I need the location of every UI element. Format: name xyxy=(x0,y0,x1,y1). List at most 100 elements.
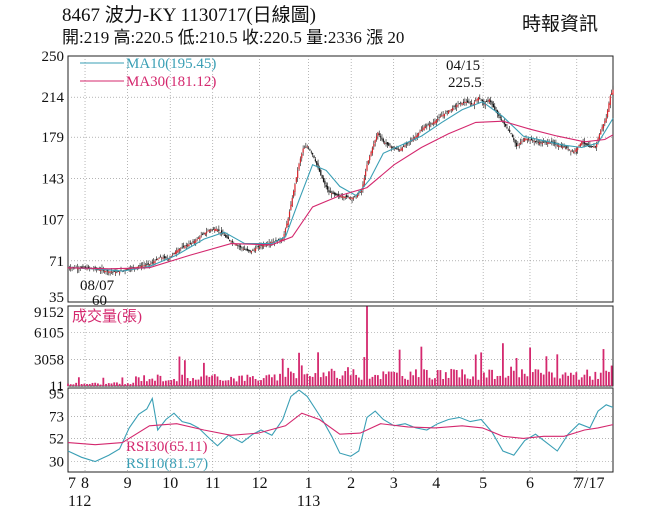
volume-bar xyxy=(366,306,368,386)
candle-body xyxy=(307,147,310,149)
candle-body xyxy=(481,99,484,103)
candle-body xyxy=(87,266,89,269)
volume-bar xyxy=(485,377,488,386)
volume-bar xyxy=(102,377,105,386)
volume-bar xyxy=(311,376,314,386)
candle-body xyxy=(549,142,552,144)
candle-body xyxy=(609,96,611,106)
candle-body xyxy=(80,267,83,268)
candle-body xyxy=(303,147,306,149)
candle-body xyxy=(148,264,151,266)
candle-body xyxy=(465,102,467,103)
volume-bar xyxy=(265,375,268,386)
volume-bar xyxy=(262,378,265,386)
candle-body xyxy=(408,141,410,143)
candle-body xyxy=(240,245,242,248)
volume-bar xyxy=(559,378,561,386)
candle-body xyxy=(394,148,397,150)
candle-body xyxy=(218,229,220,232)
candle-body xyxy=(579,143,581,147)
candle-body xyxy=(193,241,195,244)
candle-body xyxy=(556,145,558,147)
volume-bar xyxy=(357,377,360,386)
candle-body xyxy=(105,271,107,272)
volume-tick-label: 6105 xyxy=(34,326,64,342)
candle-body xyxy=(306,146,308,148)
candle-body xyxy=(446,111,448,112)
volume-tick-label: 9152 xyxy=(34,305,64,321)
candle-body xyxy=(165,256,167,259)
volume-bar xyxy=(328,371,330,386)
volume-bar xyxy=(404,378,406,386)
candle-body xyxy=(480,99,482,101)
candle-body xyxy=(114,272,117,274)
candle-body xyxy=(533,141,535,142)
volume-bar xyxy=(507,375,510,386)
volume-bar xyxy=(496,376,499,386)
candle-body xyxy=(335,192,337,196)
volume-bar xyxy=(227,380,230,386)
candle-body xyxy=(423,126,425,131)
volume-bar xyxy=(504,377,507,386)
volume-bar xyxy=(499,375,502,386)
candle-body xyxy=(404,145,406,147)
candle-body xyxy=(163,256,166,258)
volume-bar xyxy=(420,346,423,386)
candle-body xyxy=(271,242,273,244)
candle-body xyxy=(360,191,363,193)
candle-body xyxy=(212,228,215,230)
ma10-line xyxy=(67,101,614,272)
candle-body xyxy=(259,246,261,249)
volume-bar xyxy=(605,370,608,386)
candle-body xyxy=(439,116,441,118)
volume-bar xyxy=(542,374,545,386)
candle-body xyxy=(594,146,596,148)
candle-body xyxy=(608,103,610,112)
candle-body xyxy=(389,146,391,148)
high-value-annotation: 225.5 xyxy=(448,75,482,91)
candle-body xyxy=(456,105,458,108)
volume-bar xyxy=(491,369,493,386)
candle-body xyxy=(487,100,489,102)
candle-body xyxy=(313,155,315,158)
candle-body xyxy=(462,101,465,103)
candle-body xyxy=(596,142,598,148)
volume-bar xyxy=(578,379,580,386)
candle-body xyxy=(386,142,388,145)
candle-body xyxy=(144,265,147,266)
candle-body xyxy=(589,144,591,148)
candle-body xyxy=(358,193,360,195)
volume-bar xyxy=(469,379,472,386)
candle-body xyxy=(443,113,446,117)
candle-body xyxy=(197,237,200,239)
candle-body xyxy=(245,249,247,251)
candle-body xyxy=(176,250,178,254)
legend-label-rsi30: RSI30(65.11) xyxy=(126,439,208,455)
volume-bar xyxy=(575,372,578,386)
candle-body xyxy=(525,138,527,141)
volume-bar xyxy=(610,365,613,386)
volume-bar xyxy=(567,375,570,386)
candle-body xyxy=(529,139,531,141)
candle-body xyxy=(537,141,539,143)
candle-body xyxy=(302,148,304,153)
candle-body xyxy=(468,101,470,103)
x-tick-label: 7 xyxy=(573,475,581,492)
candle-body xyxy=(477,97,480,101)
volume-bar xyxy=(238,375,241,386)
volume-bar xyxy=(222,380,224,386)
candle-body xyxy=(253,249,255,251)
volume-bar xyxy=(276,380,279,386)
volume-bar xyxy=(455,370,458,386)
x-tick-label: 9 xyxy=(124,475,132,492)
candle-body xyxy=(530,138,533,141)
volume-bar xyxy=(232,378,235,386)
candle-body xyxy=(458,103,461,105)
low-date-annotation: 08/07 xyxy=(80,278,115,294)
candle-body xyxy=(593,146,595,148)
volume-bar xyxy=(284,376,287,386)
candle-body xyxy=(418,133,420,136)
rsi10-line xyxy=(67,389,614,463)
volume-bar xyxy=(219,379,222,386)
volume-panel-frame xyxy=(67,305,614,387)
